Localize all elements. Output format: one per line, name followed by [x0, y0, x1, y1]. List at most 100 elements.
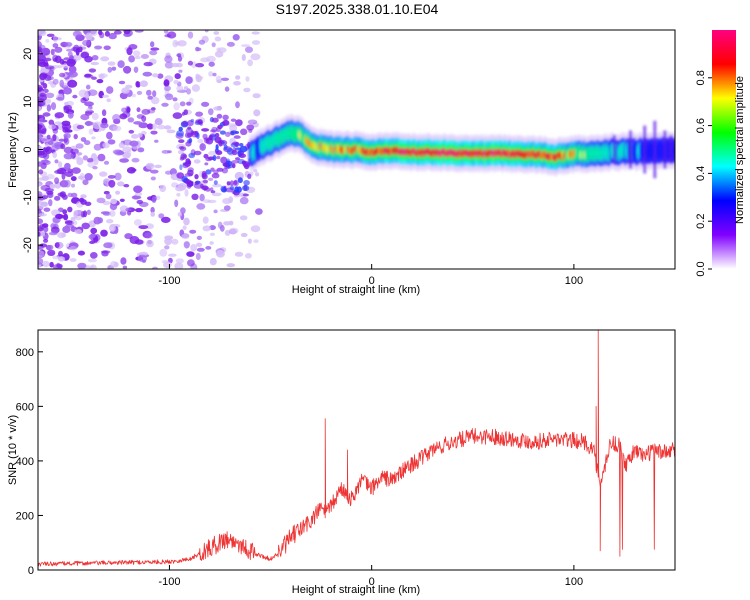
- spectrogram-noise-cell: [177, 40, 187, 47]
- spectrogram-noise-cell: [182, 121, 188, 127]
- spectrogram-noise-cell: [177, 149, 185, 155]
- spectrogram-noise-cell: [172, 39, 179, 48]
- spectrogram-noise-cell: [171, 238, 179, 245]
- spectrogram-noise-cell: [57, 214, 66, 219]
- spectrogram-noise-cell: [229, 227, 239, 234]
- spectrogram-noise-cell: [163, 261, 172, 269]
- spectrogram-noise-cell: [212, 183, 222, 188]
- spectrogram-noise-cell: [180, 153, 187, 160]
- spectrogram-noise-cell: [228, 220, 234, 226]
- spectrogram-noise-cell: [134, 30, 144, 33]
- spectrogram-noise-cell: [202, 199, 211, 204]
- spectrogram-noise-cell: [92, 166, 98, 170]
- spectrogram-noise-cell: [131, 134, 139, 139]
- spectrogram-noise-cell: [186, 132, 193, 138]
- spectrogram-noise-cell: [107, 139, 116, 145]
- spectrogram-noise-cell: [73, 133, 78, 140]
- spectrogram-noise-cell: [43, 238, 49, 243]
- spectrogram-noise-cell: [146, 239, 154, 248]
- spectrogram-noise-cell: [135, 208, 143, 213]
- spectrogram-noise-cell: [38, 183, 41, 187]
- spectrogram-noise-cell: [67, 111, 74, 119]
- spectrogram-noise-cell: [230, 118, 237, 122]
- spectrogram-noise-cell: [126, 149, 132, 157]
- spectrogram-noise-cell: [118, 80, 126, 85]
- spectrogram-noise-cell: [176, 53, 182, 58]
- spectrogram-streak: [669, 135, 673, 164]
- spectrogram-noise-cell: [232, 147, 236, 154]
- spectrogram-noise-cell: [77, 262, 87, 269]
- snr-x-ticks: -100 0 100: [158, 565, 583, 588]
- spectrogram-noise-cell: [72, 94, 78, 99]
- spectrogram-noise-cell: [226, 181, 231, 186]
- spectrogram-noise-cell: [209, 257, 217, 266]
- spectrogram-noise-cell: [80, 51, 90, 59]
- spectrogram-noise-cell: [229, 186, 235, 191]
- spectrogram-noise-cell: [119, 198, 125, 202]
- spectrogram-noise-cell: [64, 42, 73, 47]
- spectrogram-noise-cell: [221, 187, 228, 193]
- spectrogram-noise-cell: [234, 131, 239, 134]
- spectrogram-noise-cell: [234, 186, 240, 193]
- spectrogram-noise-cell: [213, 209, 218, 214]
- spectrogram-noise-cell: [119, 113, 128, 120]
- spectrogram-noise-cell: [226, 148, 234, 155]
- spectrogram-noise-cell: [100, 229, 108, 237]
- snr-y-tick-label: 800: [16, 347, 34, 359]
- spectrogram-noise-cell: [208, 177, 214, 181]
- spectrogram-noise-cell: [195, 111, 204, 117]
- spectrogram-noise-cell: [38, 54, 46, 62]
- spectrogram-noise-cell: [141, 108, 151, 115]
- spectrogram-noise-cell: [183, 241, 190, 249]
- spectrogram-noise-cell: [80, 194, 87, 199]
- spectrogram-x-ticks: -100 0 100: [158, 264, 583, 287]
- spectrogram-noise-cell: [108, 32, 117, 40]
- spectrogram-noise-cell: [61, 232, 67, 238]
- spectrogram-noise-cell: [187, 169, 194, 176]
- spectrogram-noise-cell: [84, 111, 93, 116]
- spectrogram-noise-cell: [144, 232, 153, 239]
- spectrogram-noise-cell: [231, 160, 239, 164]
- spectrogram-noise-cell: [123, 65, 132, 74]
- spectrogram-noise-cell: [145, 162, 155, 170]
- spectrogram-noise-cell: [239, 215, 248, 221]
- spectrogram-noise-cell: [167, 150, 172, 154]
- spectrogram-noise-cell: [138, 225, 149, 230]
- spectrogram-noise-cell: [127, 117, 135, 123]
- spectrogram-noise-cell: [67, 192, 73, 198]
- spectrogram-noise-cell: [109, 224, 116, 232]
- spectrogram-noise-cell: [164, 85, 171, 92]
- colorbar-tick-label: 0.0: [695, 261, 707, 276]
- spectrogram-noise-cell: [220, 156, 228, 164]
- spectrogram-noise-cell: [243, 180, 250, 186]
- spectrogram-noise-cell: [147, 95, 153, 100]
- spectrogram-noise-cell: [161, 216, 171, 223]
- spectrogram-noise-cell: [243, 87, 251, 93]
- snr-y-ticks: 0 200 400 600 800: [16, 347, 43, 577]
- spectrogram-noise-cell: [76, 157, 84, 166]
- spectrogram-noise-cell: [209, 232, 215, 236]
- spectrogram-streak: [612, 135, 616, 164]
- spectrogram-noise-cell: [189, 229, 197, 234]
- spectrogram-noise-cell: [38, 191, 43, 198]
- spectrogram-noise-cell: [183, 86, 189, 90]
- spectrogram-noise-cell: [122, 265, 128, 269]
- spectrogram-noise-cell: [187, 126, 192, 130]
- spectrogram-noise-cell: [120, 257, 127, 265]
- spectrogram-noise-cell: [107, 175, 116, 179]
- spectrogram-noise-cell: [48, 199, 53, 207]
- spectrogram-noise-cell: [136, 199, 144, 205]
- spectrogram-noise-cell: [38, 213, 47, 217]
- spectrogram-noise-cell: [199, 121, 203, 126]
- snr-x-tick-label: -100: [158, 576, 180, 588]
- spectrogram-noise-cell: [87, 258, 97, 263]
- spectrogram-noise-cell: [195, 252, 201, 261]
- spectrogram-noise-cell: [54, 46, 63, 53]
- spectrogram-noise-cell: [45, 92, 55, 99]
- spectrogram-noise-cell: [156, 124, 166, 130]
- spectrogram-noise-cell: [42, 112, 51, 117]
- spectrogram-noise-cell: [202, 133, 208, 139]
- spectrogram-noise-cell: [164, 125, 172, 130]
